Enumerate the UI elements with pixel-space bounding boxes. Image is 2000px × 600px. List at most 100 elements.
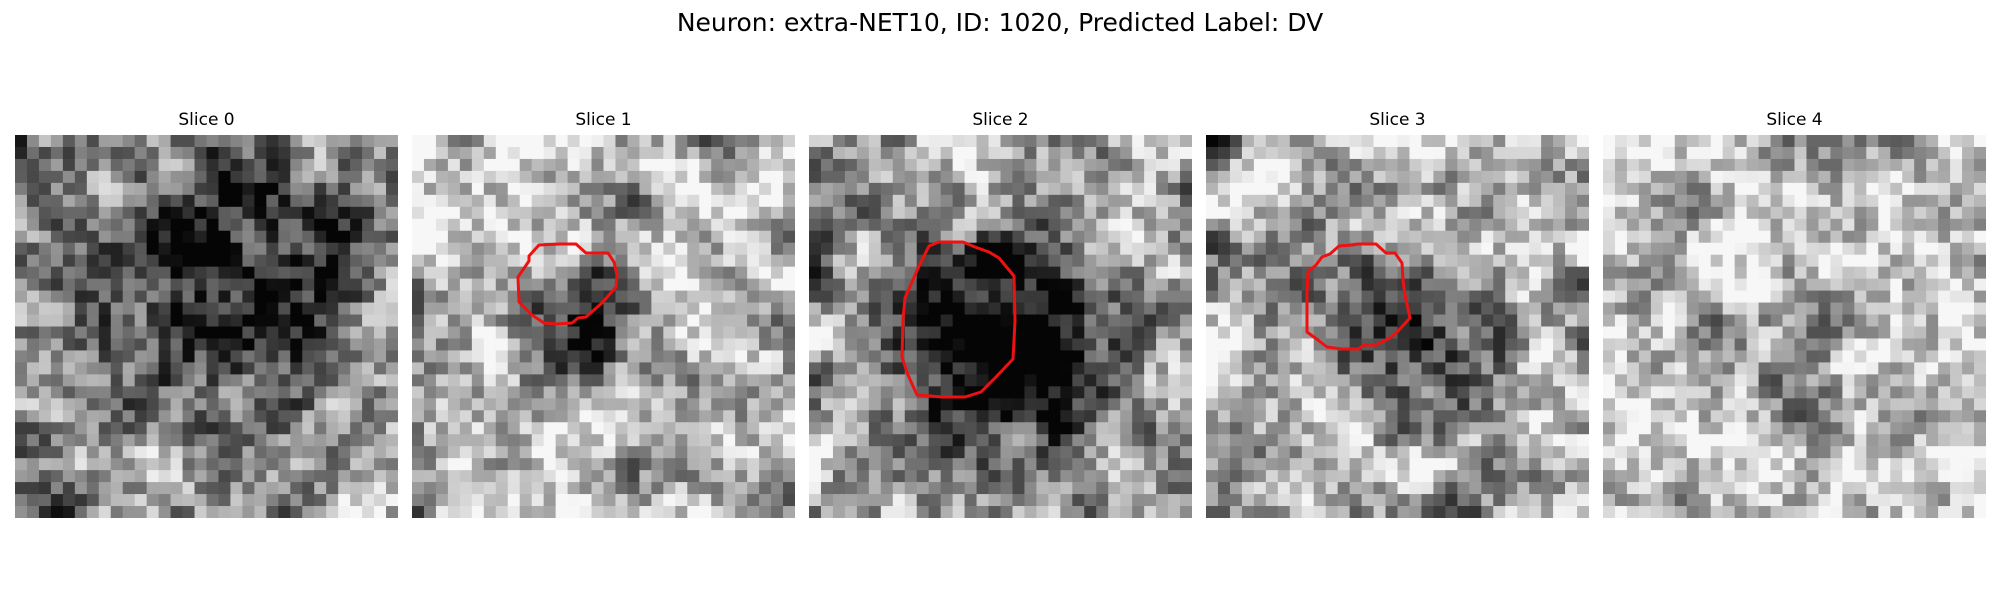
pixel-cell <box>230 494 244 507</box>
pixel-cell <box>1457 494 1470 507</box>
pixel-cell <box>1938 182 1951 196</box>
pixel-cell <box>290 470 303 483</box>
pixel-cell <box>1553 302 1566 316</box>
pixel-cell <box>146 506 160 518</box>
pixel-cell <box>1012 470 1026 483</box>
pixel-cell <box>832 386 846 399</box>
pixel-cell <box>1000 206 1014 220</box>
pixel-cell <box>374 362 387 375</box>
pixel-cell <box>1120 458 1133 471</box>
pixel-cell <box>1614 218 1628 232</box>
pixel-cell <box>832 206 846 220</box>
pixel-cell <box>543 230 557 244</box>
pixel-cell <box>110 302 124 316</box>
pixel-cell <box>1385 218 1399 232</box>
pixel-cell <box>1217 422 1231 435</box>
pixel-cell <box>1950 410 1963 423</box>
pixel-cell <box>374 326 387 340</box>
pixel-cell <box>1397 470 1411 483</box>
pixel-cell <box>1120 326 1133 340</box>
pixel-cell <box>1469 135 1482 148</box>
pixel-cell <box>1674 386 1688 399</box>
pixel-cell <box>1457 278 1470 292</box>
pixel-cell <box>1217 338 1231 352</box>
pixel-cell <box>809 218 822 232</box>
pixel-cell <box>952 482 966 495</box>
pixel-cell <box>1830 206 1843 220</box>
pixel-cell <box>1469 470 1482 483</box>
pixel-cell <box>531 422 545 435</box>
pixel-cell <box>362 434 375 447</box>
pixel-cell <box>266 158 279 172</box>
pixel-cell <box>1830 314 1843 328</box>
pixel-cell <box>98 398 112 411</box>
pixel-cell <box>1914 350 1927 364</box>
pixel-cell <box>1084 446 1097 459</box>
pixel-cell <box>1770 230 1784 244</box>
pixel-cell <box>1806 146 1820 160</box>
pixel-cell <box>1854 338 1867 352</box>
pixel-cell <box>1132 230 1145 244</box>
pixel-cell <box>1926 374 1939 387</box>
pixel-cell <box>194 362 208 375</box>
pixel-cell <box>1722 386 1736 399</box>
pixel-cell <box>447 218 461 232</box>
pixel-cell <box>1265 182 1279 196</box>
pixel-cell <box>338 194 351 208</box>
pixel-cell <box>892 135 906 148</box>
pixel-cell <box>1096 254 1109 268</box>
pixel-cell <box>362 206 375 220</box>
pixel-cell <box>350 398 363 411</box>
pixel-cell <box>1830 434 1843 447</box>
pixel-cell <box>1603 218 1616 232</box>
pixel-cell <box>1084 135 1097 148</box>
pixel-cell <box>1108 326 1121 340</box>
pixel-cell <box>158 482 172 495</box>
pixel-cell <box>1493 302 1506 316</box>
pixel-cell <box>1650 158 1664 172</box>
pixel-cell <box>62 470 76 483</box>
pixel-cell <box>916 434 930 447</box>
pixel-cell <box>26 194 40 208</box>
pixel-cell <box>1156 146 1169 160</box>
pixel-cell <box>471 506 485 518</box>
pixel-cell <box>302 434 315 447</box>
pixel-cell <box>591 494 605 507</box>
pixel-cell <box>856 206 870 220</box>
pixel-cell <box>1445 135 1458 148</box>
pixel-cell <box>1782 410 1796 423</box>
pixel-cell <box>98 158 112 172</box>
pixel-cell <box>1794 422 1808 435</box>
pixel-cell <box>820 278 834 292</box>
pixel-cell <box>483 242 497 256</box>
pixel-cell <box>290 254 303 268</box>
pixel-cell <box>50 470 64 483</box>
pixel-cell <box>1313 422 1327 435</box>
pixel-cell <box>1313 326 1327 340</box>
pixel-cell <box>651 494 664 507</box>
pixel-cell <box>1794 170 1808 184</box>
pixel-cell <box>567 290 581 304</box>
pixel-cell <box>412 182 425 196</box>
pixel-cell <box>495 182 509 196</box>
pixel-cell <box>146 230 160 244</box>
pixel-cell <box>1553 386 1566 399</box>
pixel-cell <box>1710 182 1724 196</box>
pixel-cell <box>892 458 906 471</box>
pixel-cell <box>832 146 846 160</box>
pixel-cell <box>110 362 124 375</box>
pixel-cell <box>1794 350 1808 364</box>
pixel-cell <box>1012 135 1026 148</box>
pixel-cell <box>1770 338 1784 352</box>
pixel-cell <box>1084 338 1097 352</box>
pixel-cell <box>110 482 124 495</box>
pixel-cell <box>290 362 303 375</box>
pixel-cell <box>627 135 641 148</box>
pixel-cell <box>1529 206 1542 220</box>
pixel-cell <box>856 314 870 328</box>
pixel-cell <box>1012 386 1026 399</box>
pixel-cell <box>15 146 28 160</box>
pixel-cell <box>110 506 124 518</box>
pixel-cell <box>555 230 569 244</box>
pixel-cell <box>26 506 40 518</box>
